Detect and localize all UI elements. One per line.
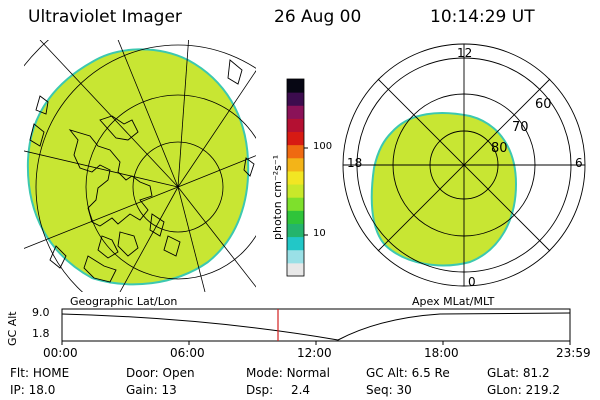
colorbar-swatch <box>287 157 304 172</box>
mlt-label-bottom: 0 <box>468 275 476 289</box>
status-value: 30 <box>396 383 412 397</box>
status-glon: GLon: 219.2 <box>487 383 560 397</box>
colorbar-swatch <box>287 249 304 264</box>
auroral-image-geographic <box>26 48 250 286</box>
altitude-axis-label: GC Alt <box>6 311 19 346</box>
time-tick-1800: 18:00 <box>424 346 459 360</box>
colorbar-swatch <box>287 184 304 198</box>
mlat-label-60: 60 <box>535 97 552 112</box>
status-value: 2.4 <box>290 383 311 397</box>
status-key: GLat: <box>487 366 520 380</box>
mlt-label-right: 6 <box>575 156 583 170</box>
status-key: GC Alt: <box>366 366 408 380</box>
time-tick-0000: 00:00 <box>43 346 78 360</box>
status-key: Mode: <box>246 366 283 380</box>
colorbar-swatch <box>287 105 304 119</box>
colorbar-unit-label: photon cm⁻²s⁻¹ <box>271 154 284 240</box>
status-mode: Mode: Normal <box>246 366 330 380</box>
status-gc-alt: GC Alt: 6.5 Re <box>366 366 450 380</box>
status-ip: IP: 18.0 <box>10 383 55 397</box>
image-time: 10:14:29 UT <box>430 7 535 27</box>
colorbar-gradient <box>287 79 304 277</box>
geographic-panel-label: Geographic Lat/Lon <box>70 295 178 308</box>
status-value: HOME <box>32 366 70 380</box>
status-key: Flt: <box>10 366 29 380</box>
time-tick-0600: 06:00 <box>170 346 205 360</box>
status-flt: Flt: HOME <box>10 366 69 380</box>
coastlines <box>29 59 255 283</box>
status-key: IP: <box>10 383 25 397</box>
status-key: Dsp: <box>246 383 274 397</box>
polar-map <box>342 43 586 287</box>
instrument-title: Ultraviolet Imager <box>28 7 182 27</box>
mlt-label-left: 18 <box>347 156 363 170</box>
status-key: Door: <box>126 366 159 380</box>
colorbar-tick-label-100: 100 <box>313 141 333 152</box>
polar-grid <box>342 43 586 287</box>
time-tick-1200: 12:00 <box>297 346 332 360</box>
colorbar-swatch <box>287 170 304 185</box>
auroral-image-polar <box>370 112 518 267</box>
colorbar-swatch <box>287 262 304 277</box>
altitude-y-tick-high: 9.0 <box>32 306 50 319</box>
colorbar-swatch <box>287 197 304 211</box>
colorbar-swatch <box>287 131 304 146</box>
status-value: 219.2 <box>525 383 560 397</box>
colorbar-swatch <box>287 223 304 238</box>
status-value: 81.2 <box>522 366 550 380</box>
colorbar-tick-label-10: 10 <box>313 228 326 239</box>
status-value: 13 <box>161 383 177 397</box>
altitude-curve <box>61 312 571 341</box>
colorbar-swatch <box>287 236 304 251</box>
status-value: 6.5 Re <box>411 366 450 380</box>
status-gain: Gain: 13 <box>126 383 177 397</box>
status-door: Door: Open <box>126 366 195 380</box>
colorbar-swatch <box>287 92 304 106</box>
colorbar-swatch <box>287 79 304 93</box>
geographic-grid <box>24 40 256 292</box>
altitude-x-ticks <box>61 341 571 345</box>
time-tick-2359: 23:59 <box>556 346 591 360</box>
status-key: Seq: <box>366 383 393 397</box>
status-glat: GLat: 81.2 <box>487 366 550 380</box>
altitude-plot <box>61 308 571 345</box>
altitude-y-tick-low: 1.8 <box>32 327 50 340</box>
status-value: Normal <box>286 366 330 380</box>
colorbar-frame <box>286 78 305 277</box>
status-seq: Seq: 30 <box>366 383 412 397</box>
status-value: 18.0 <box>28 383 56 397</box>
colorbar-swatch <box>287 144 304 159</box>
status-key: Gain: <box>126 383 158 397</box>
image-date: 26 Aug 00 <box>274 7 362 27</box>
colorbar-swatch <box>287 210 304 224</box>
mlat-label-70: 70 <box>512 120 529 135</box>
polar-panel-label: Apex MLat/MLT <box>412 295 495 308</box>
colorbar-swatch <box>287 118 304 133</box>
colorbar <box>286 78 308 277</box>
geographic-map <box>24 40 256 292</box>
status-value: Open <box>162 366 195 380</box>
mlt-label-top: 12 <box>457 46 473 60</box>
status-dsp: Dsp: 2.4 <box>246 383 310 397</box>
mlat-label-80: 80 <box>491 141 508 156</box>
status-key: GLon: <box>487 383 522 397</box>
